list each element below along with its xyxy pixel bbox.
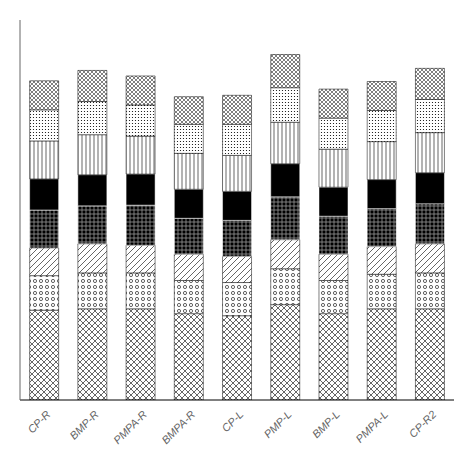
svg-text:BMPA-R: BMPA-R <box>159 408 197 446</box>
svg-text:PMPA-L: PMPA-L <box>353 408 390 445</box>
svg-text:PMP-L: PMP-L <box>261 408 293 440</box>
svg-text:CP-L: CP-L <box>219 408 245 434</box>
svg-text:BMP-L: BMP-L <box>310 408 342 440</box>
svg-text:CP-R: CP-R <box>25 408 53 436</box>
svg-text:BMP-R: BMP-R <box>67 408 101 442</box>
svg-text:PMPA-R: PMPA-R <box>111 408 149 446</box>
svg-text:CP-R2: CP-R2 <box>407 408 439 440</box>
